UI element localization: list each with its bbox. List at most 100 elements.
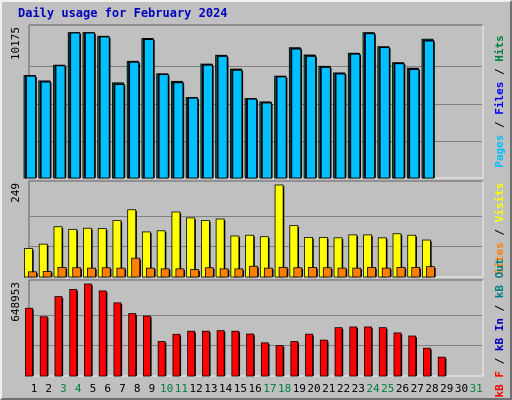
panel-1-legend: Pages / Files / Hits: [493, 35, 506, 168]
sites-bar: [381, 267, 391, 278]
panel-3-legend: kB F / kB In / kB Out: [493, 258, 506, 397]
sites-bar: [396, 266, 406, 278]
sites-bar: [101, 267, 111, 278]
kb-f-bar: [319, 339, 328, 377]
sites-bar: [249, 265, 259, 278]
sites-bar: [293, 267, 303, 278]
kb-f-bar: [98, 290, 107, 377]
panel-2-legend-part: Visits: [493, 183, 506, 229]
sites-bar: [308, 266, 317, 278]
sites-bar: [116, 267, 126, 278]
sites-bar: [160, 268, 170, 278]
x-tick-label: 25: [381, 382, 394, 395]
kb-f-bar: [39, 316, 48, 377]
panel-2-legend-part: Sites: [493, 242, 506, 275]
pages-bar: [26, 75, 36, 179]
sites-bar: [426, 266, 435, 278]
panel-3-legend-part: kB Out: [493, 258, 506, 304]
pages-bar: [379, 47, 390, 179]
sites-bar: [219, 268, 229, 278]
kb-f-bar: [290, 341, 299, 377]
sites-bar: [42, 271, 52, 278]
pages-bar: [40, 81, 51, 179]
panel-1-legend-part: Hits: [493, 35, 506, 68]
panel-3-legend-part: /: [493, 304, 506, 318]
pages-bar: [217, 56, 228, 179]
pages-bar: [202, 64, 213, 179]
sites-bar: [234, 268, 244, 278]
pages-bar: [409, 69, 420, 179]
x-tick-label: 28: [425, 382, 438, 395]
panel-1-max-label: 10175: [9, 27, 22, 60]
kb-f-bar: [408, 335, 417, 377]
sites-bar: [367, 266, 376, 278]
kb-f-bar: [423, 347, 431, 377]
kb-f-bar: [25, 307, 33, 377]
sites-bar: [131, 257, 141, 278]
kb-f-bar: [172, 333, 181, 377]
pages-bar: [85, 32, 95, 179]
visits-bar: [215, 218, 225, 278]
sites-bar: [352, 267, 362, 278]
kb-f-bar: [84, 283, 92, 377]
panel-1-legend-part: /: [493, 121, 506, 135]
panel-3-legend-part: /: [493, 357, 506, 371]
sites-bar: [190, 269, 200, 278]
pages-bar: [261, 102, 272, 179]
pages-bar: [158, 74, 169, 179]
x-tick-label: 21: [322, 382, 335, 395]
x-tick-label: 22: [337, 382, 350, 395]
x-tick-label: 7: [119, 382, 126, 395]
sites-bar: [28, 271, 37, 278]
pages-bar: [335, 73, 346, 179]
pages-bar: [320, 67, 331, 179]
x-tick-label: 23: [352, 382, 365, 395]
sites-bar: [263, 267, 273, 278]
kb-f-bar: [231, 330, 240, 377]
kb-f-bar: [364, 326, 372, 377]
kb-f-bar: [157, 341, 166, 377]
kb-f-bar: [378, 327, 387, 377]
x-tick-label: 29: [440, 382, 453, 395]
x-tick-label: 15: [234, 382, 247, 395]
panel-3-legend-part: kB F: [493, 371, 506, 398]
x-tick-label: 10: [160, 382, 173, 395]
pages-bar: [291, 48, 302, 179]
kb-f-bar: [260, 342, 269, 377]
panel-1-legend-part: /: [493, 68, 506, 82]
kb-f-bar: [216, 330, 225, 377]
x-tick-label: 17: [263, 382, 276, 395]
chart-title: Daily usage for February 2024: [18, 6, 228, 20]
pages-bar: [55, 65, 66, 179]
x-tick-label: 24: [366, 382, 380, 395]
x-tick-label: 2: [45, 382, 52, 395]
pages-bar: [173, 82, 184, 179]
x-tick-label: 20: [307, 382, 320, 395]
visits-bar: [186, 217, 196, 278]
kb-f-bar: [275, 345, 284, 377]
sites-bar: [175, 268, 185, 278]
sites-bar: [411, 266, 421, 278]
panel-2-max-label: 249: [9, 183, 22, 203]
x-tick-label: 14: [219, 382, 233, 395]
kb-f-bar: [349, 326, 358, 377]
kb-f-bar: [69, 289, 78, 377]
x-tick-label: 11: [175, 382, 188, 395]
pages-bar: [306, 56, 316, 179]
x-tick-label: 3: [60, 382, 67, 395]
x-tick-label: 6: [104, 382, 111, 395]
pages-bar: [188, 97, 199, 179]
visits-bar: [274, 184, 284, 278]
pages-bar: [99, 36, 110, 179]
pages-bar: [276, 76, 287, 179]
kb-f-bar: [393, 332, 402, 377]
panel-3-max-label: 648953: [9, 282, 22, 322]
x-tick-label: 13: [204, 382, 217, 395]
x-tick-label: 12: [190, 382, 203, 395]
sites-bar: [72, 267, 82, 278]
kb-f-bar: [128, 313, 137, 377]
panel-2-legend-part: /: [493, 229, 506, 243]
pages-bar: [114, 84, 125, 179]
x-tick-label: 16: [248, 382, 261, 395]
